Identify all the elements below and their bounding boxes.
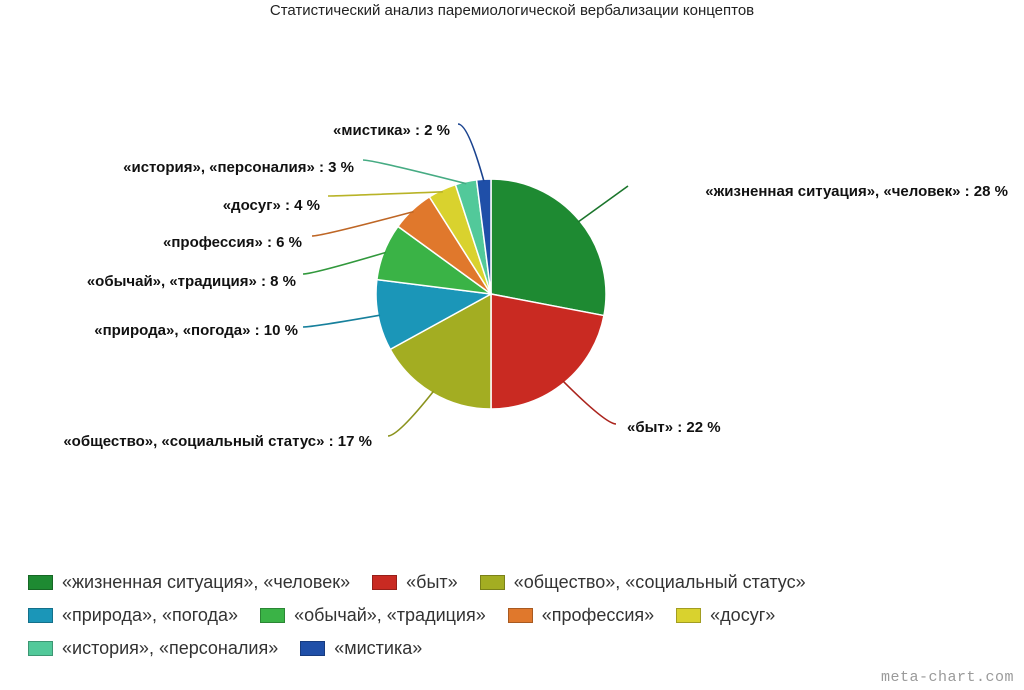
slice-data-label: «мистика» : 2 % bbox=[333, 122, 450, 139]
legend-label: «быт» bbox=[406, 572, 458, 592]
legend-label: «досуг» bbox=[710, 605, 776, 625]
slice-data-label: «природа», «погода» : 10 % bbox=[94, 322, 298, 339]
pie-slice bbox=[490, 178, 607, 317]
legend-swatch bbox=[676, 608, 702, 623]
legend: «жизненная ситуация», «человек» «быт» «общ… bbox=[28, 566, 1018, 665]
slice-data-label: «быт» : 22 % bbox=[627, 419, 721, 436]
legend-row: «природа», «погода» «обычай», «традиция» «… bbox=[28, 599, 1018, 632]
leader-line bbox=[327, 191, 443, 197]
legend-label: «природа», «погода» bbox=[62, 605, 239, 625]
legend-swatch bbox=[372, 575, 398, 590]
legend-swatch bbox=[28, 608, 53, 623]
leader-line bbox=[577, 185, 629, 223]
legend-item: «общество», «социальный статус» bbox=[479, 572, 806, 593]
legend-item: «профессия» bbox=[507, 605, 655, 626]
legend-item: «досуг» bbox=[676, 605, 775, 626]
legend-label: «жизненная ситуация», «человек» bbox=[62, 572, 351, 592]
legend-row: «история», «персоналия» «мистика» bbox=[28, 632, 1018, 665]
legend-swatch bbox=[260, 608, 286, 623]
slice-data-label: «жизненная ситуация», «человек» : 28 % bbox=[705, 183, 1008, 200]
leader-line bbox=[562, 380, 617, 425]
legend-label: «общество», «социальный статус» bbox=[513, 572, 806, 592]
leader-line bbox=[362, 159, 467, 185]
legend-swatch bbox=[479, 575, 505, 590]
legend-item: «история», «персоналия» bbox=[28, 638, 278, 659]
pie-chart: «жизненная ситуация», «человек» : 28 % «б… bbox=[63, 122, 1008, 450]
leader-line bbox=[302, 314, 381, 328]
legend-item: «быт» bbox=[372, 572, 458, 593]
legend-row: «жизненная ситуация», «человек» «быт» «общ… bbox=[28, 566, 1018, 599]
legend-label: «мистика» bbox=[334, 638, 423, 658]
watermark: meta-chart.com bbox=[880, 669, 1014, 686]
legend-item: «жизненная ситуация», «человек» bbox=[28, 572, 350, 593]
legend-swatch bbox=[300, 641, 326, 656]
leader-line bbox=[311, 210, 414, 237]
legend-swatch bbox=[28, 575, 53, 590]
legend-item: «обычай», «традиция» bbox=[260, 605, 486, 626]
legend-label: «профессия» bbox=[541, 605, 655, 625]
leader-line bbox=[457, 123, 485, 182]
leader-line bbox=[302, 251, 387, 275]
legend-swatch bbox=[28, 641, 53, 656]
chart-title: Статистический анализ паремиологической … bbox=[269, 2, 755, 19]
slice-data-label: «обычай», «традиция» : 8 % bbox=[87, 273, 296, 290]
leader-line bbox=[387, 390, 435, 437]
slice-data-label: «общество», «социальный статус» : 17 % bbox=[63, 433, 372, 450]
slice-data-label: «история», «персоналия» : 3 % bbox=[123, 159, 354, 176]
slice-data-label: «досуг» : 4 % bbox=[223, 197, 320, 214]
legend-swatch bbox=[507, 608, 533, 623]
legend-label: «обычай», «традиция» bbox=[294, 605, 486, 625]
legend-item: «природа», «погода» bbox=[28, 605, 238, 626]
legend-label: «история», «персоналия» bbox=[62, 638, 279, 658]
legend-item: «мистика» bbox=[300, 638, 422, 659]
slice-data-label: «профессия» : 6 % bbox=[163, 234, 302, 251]
